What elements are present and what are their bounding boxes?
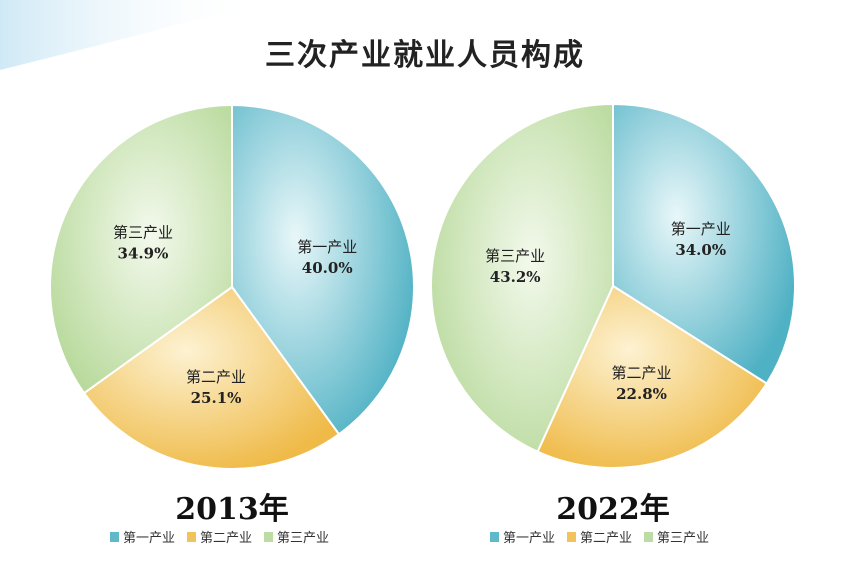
pie-charts: 第一产业 40.0% 第二产业 25.1% 第三产业 34.9% 第一产业 34.0% 第二产业… bbox=[49, 102, 796, 470]
legend-label-primary: 第一产业 bbox=[503, 531, 556, 546]
pie-0-value-primary: 40.0% bbox=[302, 259, 353, 277]
pie-2022-title: 2022年 bbox=[556, 492, 670, 527]
legend-swatch-primary bbox=[490, 531, 499, 542]
legend-label-secondary: 第二产业 bbox=[580, 531, 633, 546]
pie-0-slice-secondary bbox=[82, 285, 341, 470]
legend-swatch-secondary bbox=[567, 531, 577, 542]
pie-1-value-primary: 34.0% bbox=[675, 241, 726, 259]
pie-2013-title: 2013年 bbox=[175, 492, 289, 527]
legend-2013: 第一产业 第二产业 第三产业 bbox=[110, 527, 329, 546]
pie-0-slice-tertiary bbox=[49, 103, 233, 395]
pie-0-label-tertiary: 第三产业 bbox=[113, 223, 173, 241]
legend-label-secondary: 第二产业 bbox=[200, 531, 253, 546]
legend-item-primary: 第一产业 bbox=[490, 527, 555, 546]
legend-swatch-tertiary bbox=[264, 531, 274, 542]
pie-1-label-primary: 第一产业 bbox=[671, 220, 731, 238]
legend-label-primary: 第一产业 bbox=[123, 531, 176, 546]
pie-0-label-secondary: 第二产业 bbox=[186, 368, 246, 386]
pie-1-label-secondary: 第二产业 bbox=[612, 364, 672, 382]
pie-0-value-secondary: 25.1% bbox=[191, 389, 242, 407]
pie-0-slice-primary bbox=[231, 103, 415, 436]
pie-0-label-primary: 第一产业 bbox=[297, 238, 357, 256]
legend-item-tertiary: 第三产业 bbox=[264, 527, 329, 546]
legend-item-secondary: 第二产业 bbox=[567, 527, 632, 546]
legend-swatch-tertiary bbox=[644, 531, 654, 542]
legend-swatch-primary bbox=[110, 531, 119, 542]
pie-1-value-tertiary: 43.2% bbox=[490, 268, 541, 286]
legend-item-primary: 第一产业 bbox=[110, 527, 175, 546]
legend-item-tertiary: 第三产业 bbox=[644, 527, 709, 546]
chart-title: 三次产业就业人员构成 bbox=[265, 38, 585, 73]
pie-1-slice-secondary bbox=[536, 284, 769, 469]
legend-2022: 第一产业 第二产业 第三产业 bbox=[490, 527, 709, 546]
pie-1-slice-primary bbox=[612, 102, 796, 385]
legend-label-tertiary: 第三产业 bbox=[277, 531, 330, 546]
pie-1-label-tertiary: 第三产业 bbox=[485, 247, 545, 265]
pie-1-value-secondary: 22.8% bbox=[616, 385, 667, 403]
legend-item-secondary: 第二产业 bbox=[187, 527, 252, 546]
pie-1-slice-tertiary bbox=[430, 102, 614, 453]
legend-swatch-secondary bbox=[187, 531, 197, 542]
background-wave bbox=[0, 0, 260, 70]
legend-label-tertiary: 第三产业 bbox=[657, 531, 710, 546]
pie-0-value-tertiary: 34.9% bbox=[118, 244, 169, 262]
